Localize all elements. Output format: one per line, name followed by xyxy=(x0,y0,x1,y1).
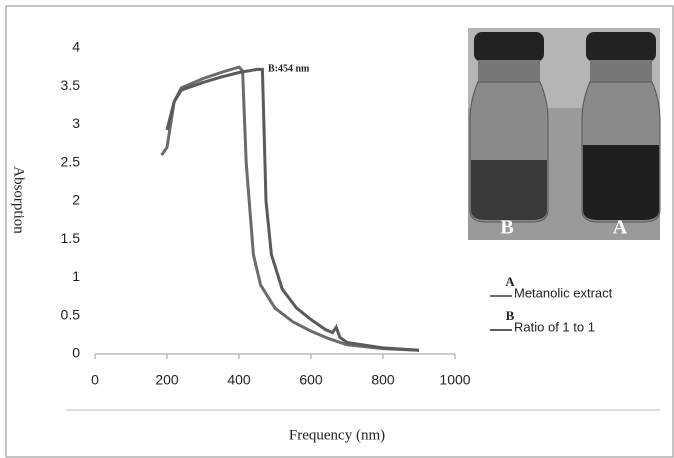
photo xyxy=(468,28,661,240)
photo-label: A xyxy=(613,217,628,239)
x-tick-label: 0 xyxy=(91,372,99,388)
photo-label: B xyxy=(500,217,513,239)
x-tick-label: 400 xyxy=(227,372,251,388)
y-tick-label: 1 xyxy=(72,268,80,284)
y-tick-label: 0 xyxy=(72,345,80,361)
y-tick-label: 2.5 xyxy=(61,153,81,169)
y-tick-label: 2 xyxy=(72,192,80,208)
legend-label: Ratio of 1 to 1 xyxy=(514,319,595,334)
x-axis-title: Frequency (nm) xyxy=(289,427,385,443)
y-axis-title: Absorption xyxy=(11,166,27,234)
x-tick-label: 600 xyxy=(299,372,323,388)
y-tick-label: 3.5 xyxy=(61,77,81,93)
legend-letter: B xyxy=(506,308,515,323)
x-tick-label: 800 xyxy=(371,372,395,388)
x-tick-label: 1000 xyxy=(439,372,470,388)
legend-label: Metanolic extract xyxy=(514,285,613,300)
legend-letter: A xyxy=(505,274,515,289)
series-line xyxy=(165,67,420,352)
y-tick-label: 4 xyxy=(72,39,80,55)
x-tick-label: 200 xyxy=(155,372,179,388)
y-tick-label: 0.5 xyxy=(61,306,81,322)
y-tick-label: 3 xyxy=(72,115,80,131)
annotation: B:454 nm xyxy=(268,63,310,74)
y-tick-label: 1.5 xyxy=(61,230,81,246)
